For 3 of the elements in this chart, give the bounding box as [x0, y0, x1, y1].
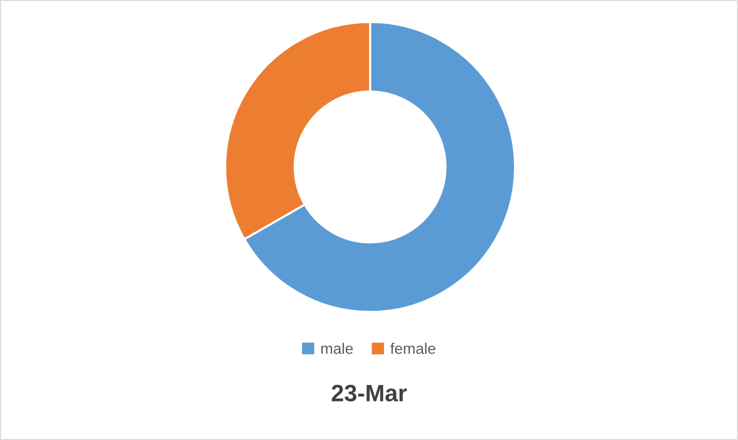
legend-label: female: [390, 342, 436, 354]
legend-label: male: [321, 342, 353, 354]
text: 23-Mar: [332, 384, 407, 402]
